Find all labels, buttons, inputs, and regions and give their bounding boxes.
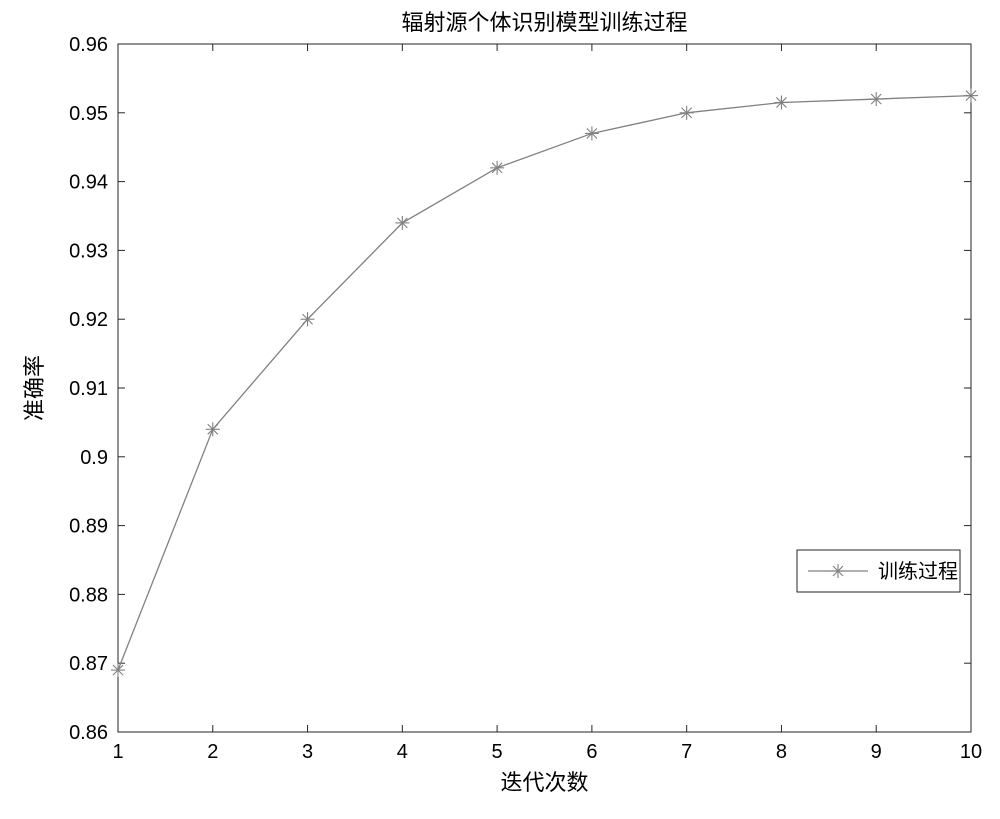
y-tick-label: 0.94	[69, 172, 108, 194]
x-tick-label: 9	[871, 741, 882, 763]
data-marker	[301, 312, 315, 326]
x-tick-label: 4	[397, 741, 408, 763]
y-tick-label: 0.87	[69, 653, 108, 675]
y-tick-label: 0.9	[80, 447, 108, 469]
data-marker	[111, 663, 125, 677]
plot-border	[118, 44, 971, 732]
x-tick-label: 7	[681, 741, 692, 763]
data-marker	[964, 89, 978, 103]
y-tick-label: 0.95	[69, 103, 108, 125]
x-tick-label: 6	[586, 741, 597, 763]
x-tick-label: 5	[492, 741, 503, 763]
data-marker	[585, 126, 599, 140]
x-tick-label: 2	[207, 741, 218, 763]
y-tick-label: 0.92	[69, 309, 108, 331]
y-tick-label: 0.86	[69, 722, 108, 744]
data-marker	[490, 161, 504, 175]
data-marker	[774, 95, 788, 109]
x-tick-label: 10	[960, 741, 982, 763]
y-axis-label: 准确率	[22, 355, 47, 421]
data-marker	[395, 216, 409, 230]
y-tick-label: 0.89	[69, 516, 108, 538]
data-marker	[869, 92, 883, 106]
y-tick-label: 0.88	[69, 584, 108, 606]
data-marker	[680, 106, 694, 120]
y-tick-label: 0.93	[69, 240, 108, 262]
data-marker	[831, 564, 845, 578]
legend-label: 训练过程	[878, 560, 958, 583]
chart-title: 辐射源个体识别模型训练过程	[401, 10, 687, 35]
y-tick-label: 0.96	[69, 34, 108, 56]
y-tick-label: 0.91	[69, 378, 108, 400]
x-tick-label: 3	[302, 741, 313, 763]
chart-container: 1 2 3 4 5 6 7 8 9 10 0.86 0.87 0.88 0.89 0.9 0.91 0.92 0.…	[0, 0, 1000, 819]
x-tick-label: 8	[776, 741, 787, 763]
x-tick-label: 1	[112, 741, 123, 763]
x-axis-label: 迭代次数	[500, 770, 588, 795]
training-accuracy-chart: 1 2 3 4 5 6 7 8 9 10 0.86 0.87 0.88 0.89 0.9 0.91 0.92 0.…	[0, 0, 1000, 819]
data-marker	[206, 422, 220, 436]
